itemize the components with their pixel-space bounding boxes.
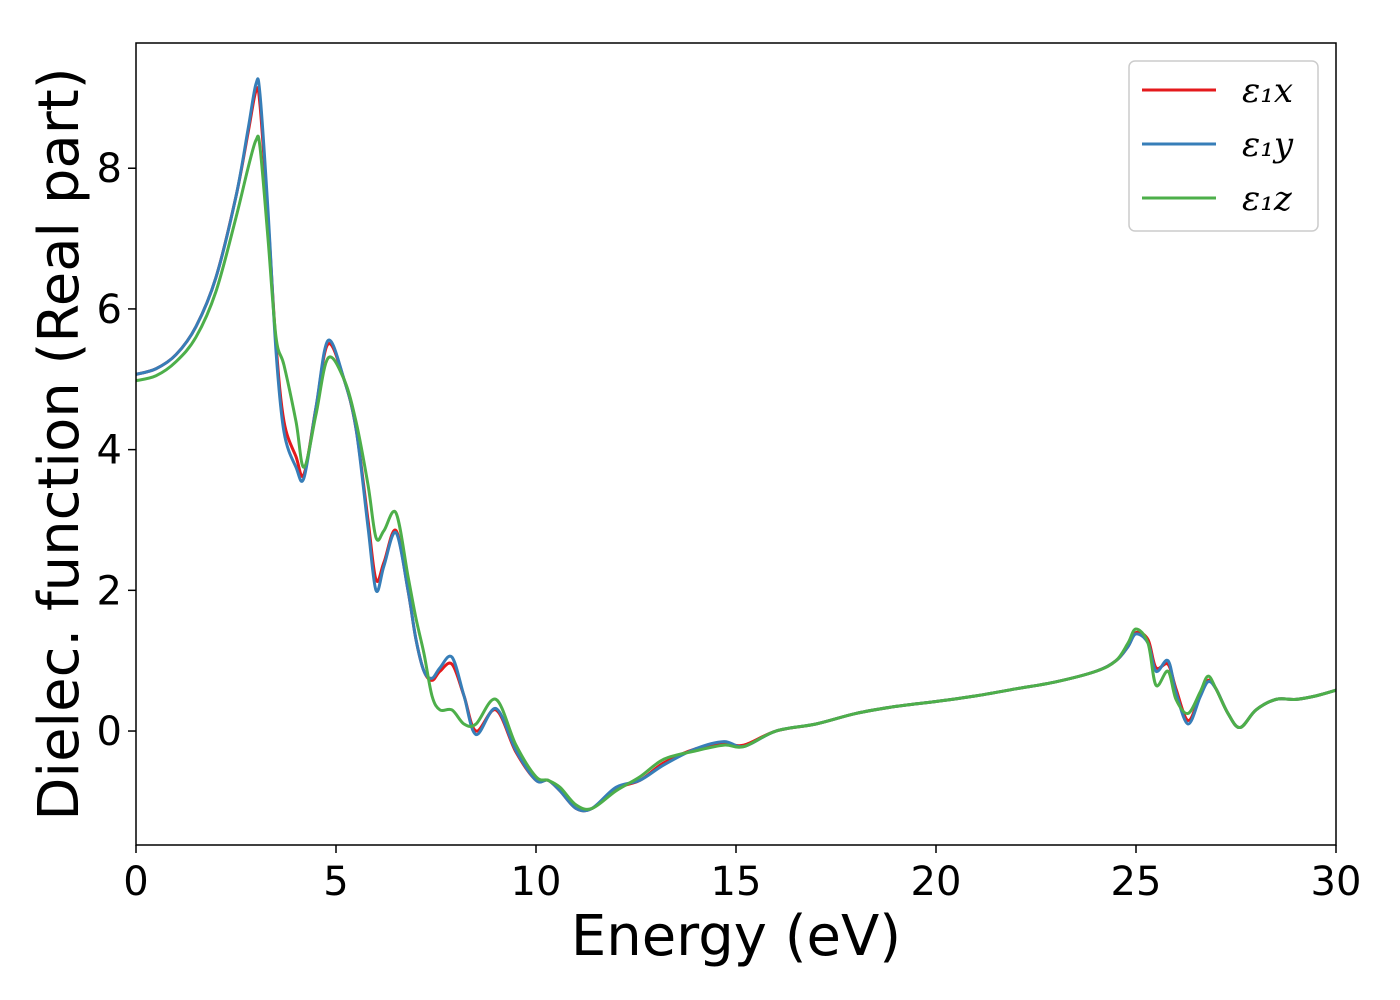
- y-tick-label: 2: [97, 568, 122, 614]
- series-line-3: [135, 134, 1337, 811]
- x-tick-label: 0: [123, 859, 148, 905]
- x-tick-label: 5: [323, 859, 348, 905]
- series-line-2: [135, 77, 1337, 813]
- y-tick-label: 0: [97, 709, 122, 755]
- legend-label-2: ε₁y: [1242, 125, 1294, 165]
- legend-box: [1128, 60, 1319, 232]
- y-tick-label: 8: [97, 146, 122, 192]
- x-tick-label: 30: [1311, 859, 1362, 905]
- legend-label-3: ε₁z: [1242, 179, 1293, 219]
- x-tick-label: 20: [911, 859, 962, 905]
- x-axis-label: Energy (eV): [571, 904, 901, 969]
- x-axis-ticks: 0 5 10 15 20 25 30: [123, 845, 1361, 905]
- x-tick-label: 25: [1111, 859, 1162, 905]
- x-tick-label: 10: [511, 859, 562, 905]
- legend-entries: ε₁x ε₁y ε₁z: [1142, 71, 1294, 219]
- series-layer: [135, 77, 1337, 813]
- y-tick-label: 6: [97, 287, 122, 333]
- legend-label-1: ε₁x: [1242, 71, 1293, 111]
- legend: ε₁x ε₁y ε₁z: [1128, 60, 1319, 232]
- y-axis-ticks: 0 2 4 6 8: [97, 146, 136, 755]
- y-axis-label: Dielec. function (Real part): [27, 67, 92, 820]
- x-tick-label: 15: [711, 859, 762, 905]
- y-tick-label: 4: [97, 428, 122, 474]
